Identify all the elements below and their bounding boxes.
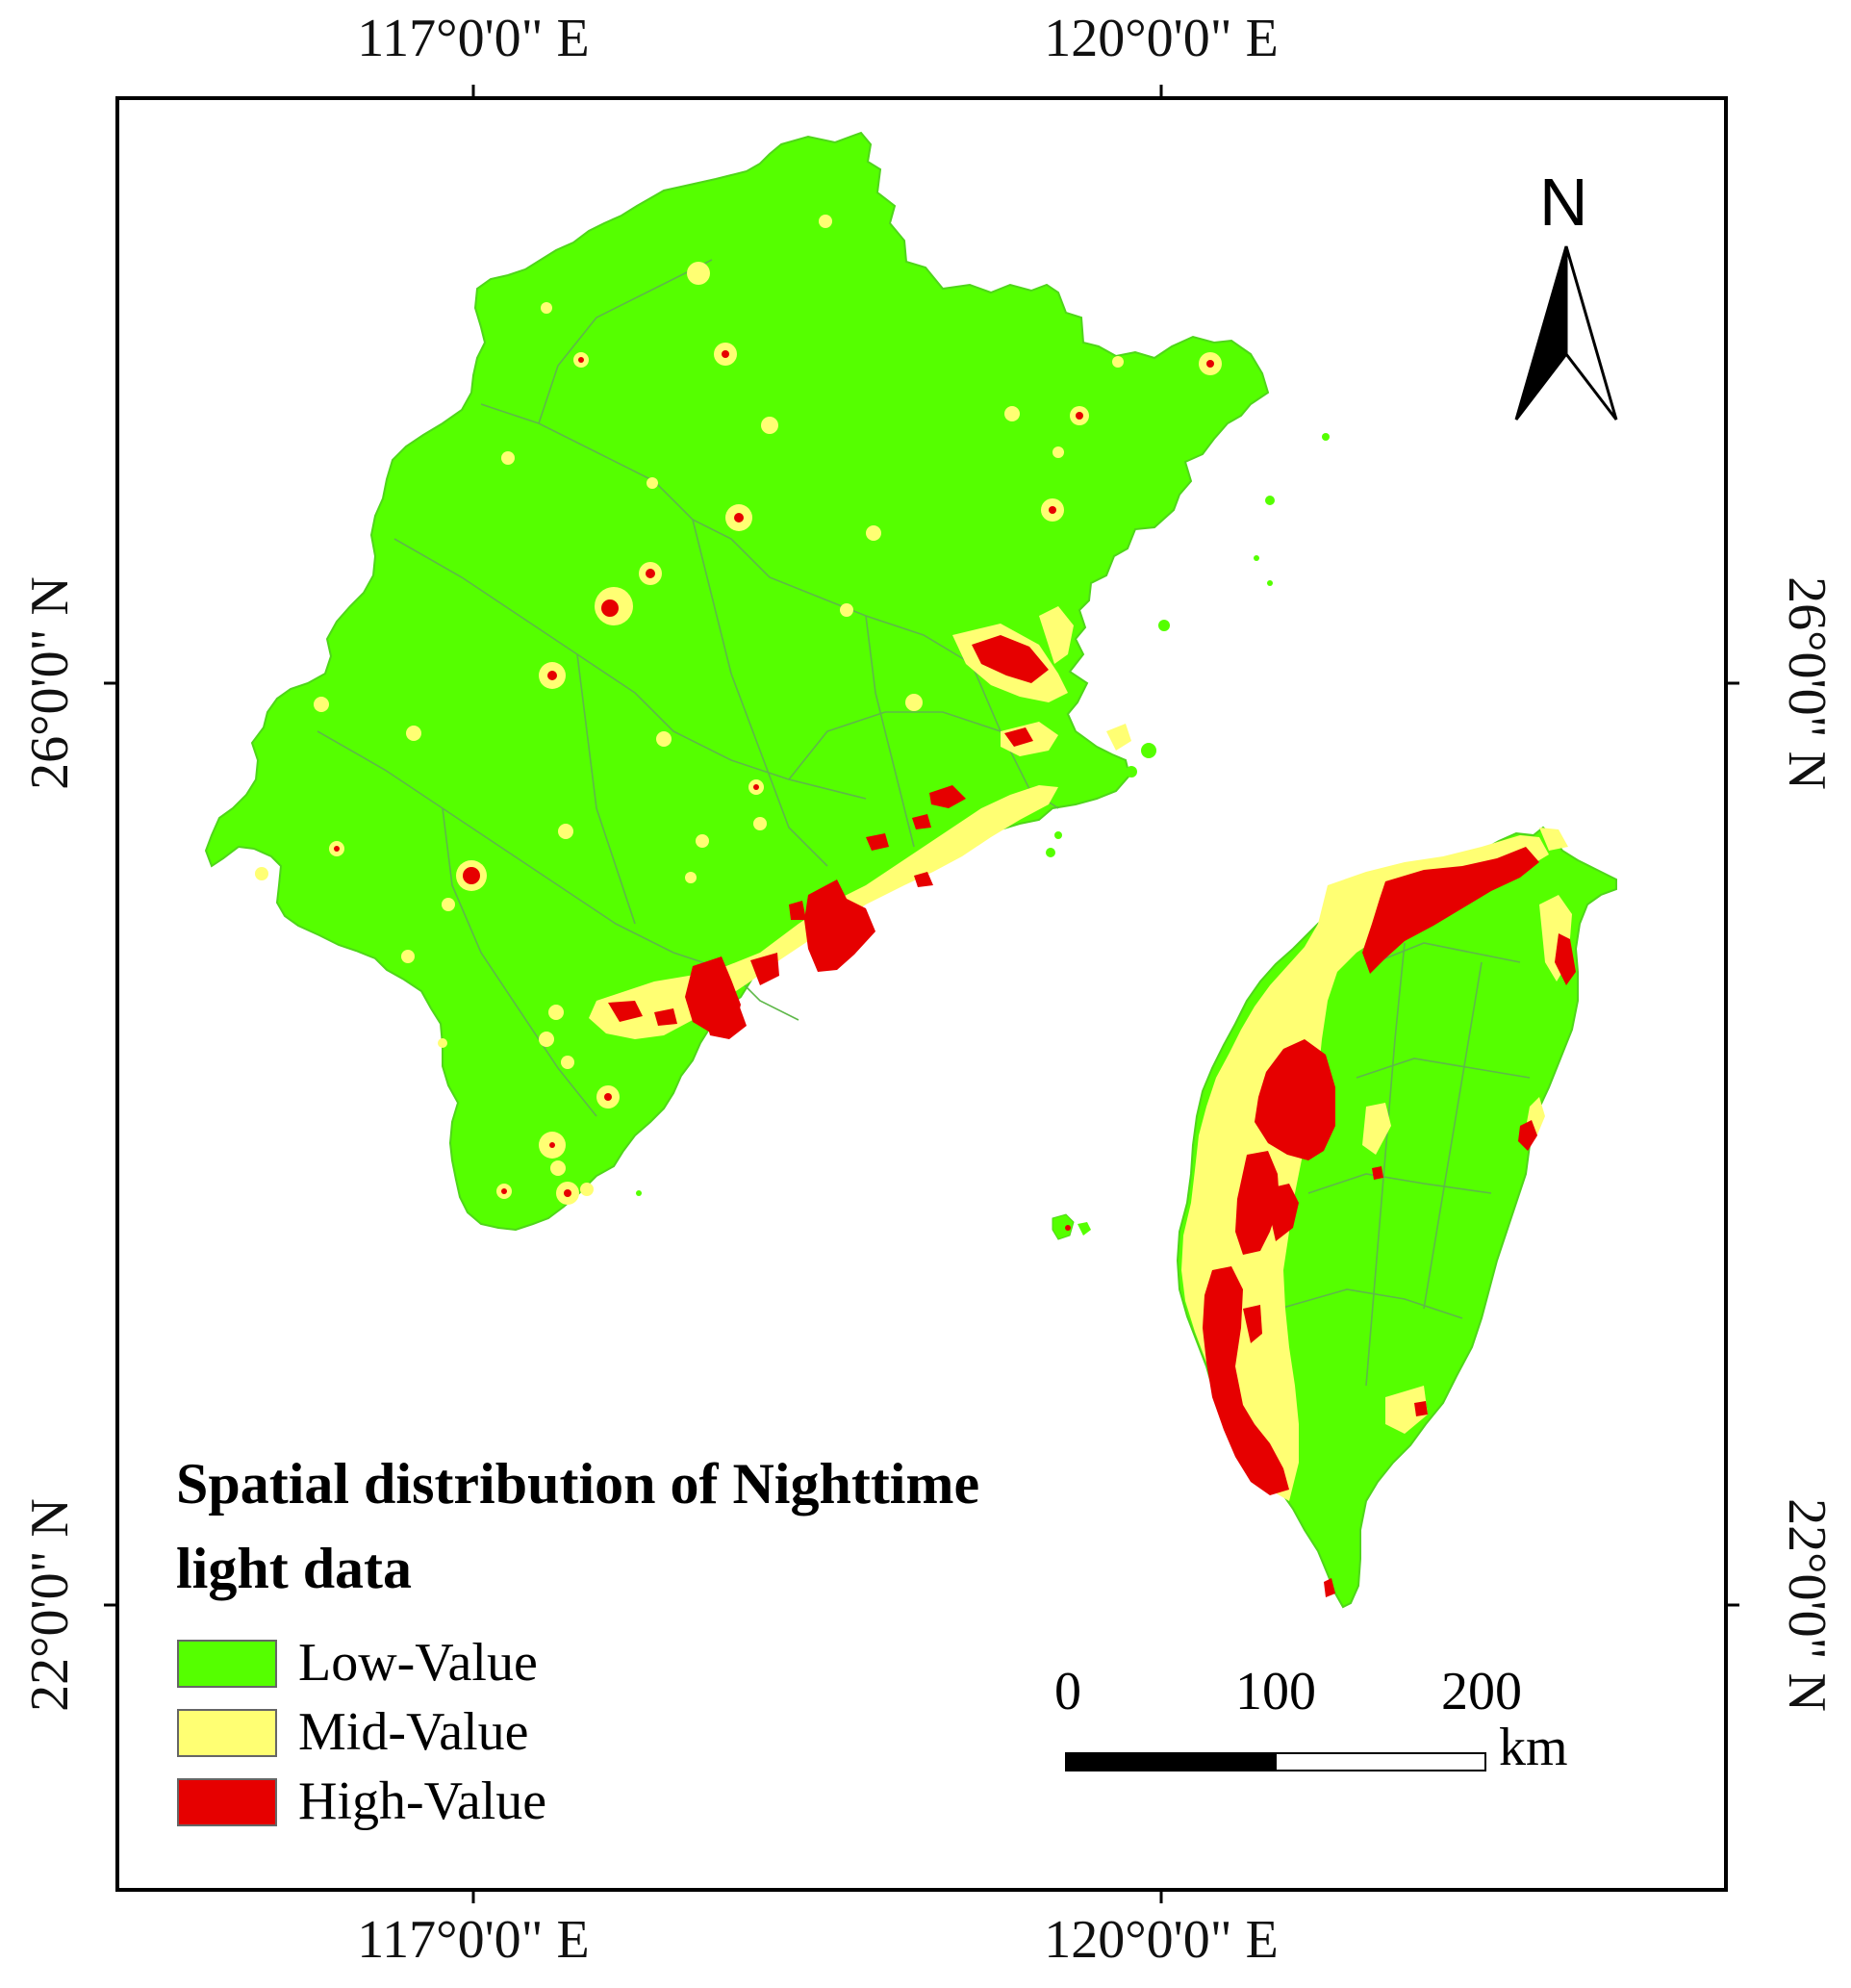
top-longitude-label-117: 117°0'0" E [357,9,590,68]
bottom-longitude-label-120: 120°0'0" E [1044,1910,1279,1970]
legend-title-line-1: Spatial distribution of Nighttime [176,1452,980,1516]
scale-unit: km [1499,1718,1568,1777]
right-latitude-label-22: 22°0'0" N [1777,1498,1837,1712]
left-latitude-label-22: 22°0'0" N [20,1498,80,1712]
map-frame [115,96,1728,1892]
scale-tick-200: 200 [1441,1662,1522,1721]
legend-swatch-low [177,1640,277,1688]
taiwan-admin-boundaries [1279,942,1531,1387]
north-arrow-label: N [1539,165,1588,240]
scale-tick-100: 100 [1235,1662,1316,1721]
right-latitude-label-26: 26°0'0" N [1777,576,1837,790]
graticule-ticks [104,85,1739,1903]
legend-swatch-high [177,1778,277,1826]
scale-tick-0: 0 [1054,1662,1081,1721]
penghu-islands [1052,1213,1091,1240]
coastal-islands [636,433,1330,1196]
legend-title: Spatial distribution of Nighttime light … [176,1441,1234,1611]
bottom-longitude-label-117: 117°0'0" E [357,1910,590,1970]
legend-label-low: Low-Value [298,1633,538,1693]
scale-bar [1065,1752,1486,1771]
north-arrow [1514,245,1618,421]
fujian-landmass [204,131,1270,1232]
legend-title-line-2: light data [176,1537,413,1600]
legend-label-mid: Mid-Value [298,1702,529,1762]
top-longitude-label-120: 120°0'0" E [1044,9,1279,68]
city-light-dots [255,215,1222,1205]
legend-swatch-mid [177,1709,277,1757]
legend-label-high: High-Value [298,1771,547,1831]
high-value-zones [608,635,1576,1597]
left-latitude-label-26: 26°0'0" N [20,576,80,790]
